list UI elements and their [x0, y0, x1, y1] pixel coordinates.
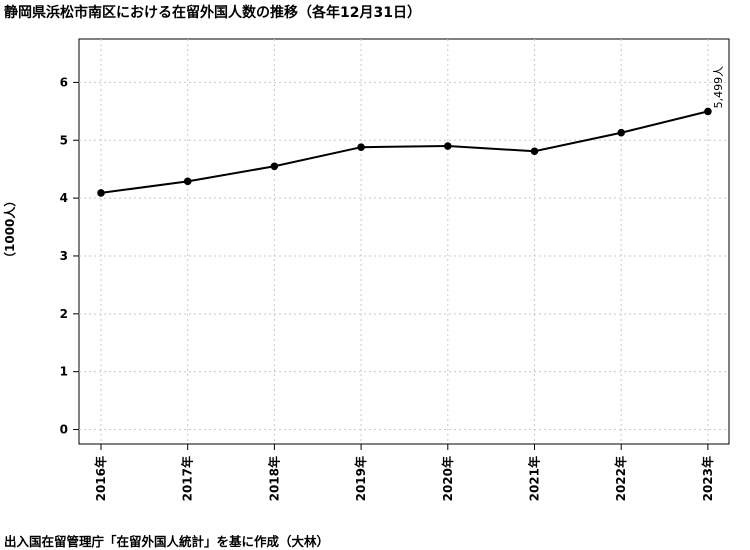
- data-point: [357, 143, 365, 151]
- x-tick-label: 2020年: [440, 456, 455, 501]
- x-axis-ticks: 2016年 2017年 2018年 2019年 2020年 2021年 2022年 2023年: [93, 444, 715, 501]
- x-tick-label: 2023年: [700, 456, 715, 501]
- x-tick-label: 2016年: [93, 456, 108, 501]
- y-tick-label: 3: [60, 249, 68, 263]
- data-point: [97, 189, 105, 197]
- data-point: [270, 162, 279, 171]
- data-point: [530, 147, 539, 156]
- y-tick-label: 6: [60, 75, 68, 89]
- y-tick-label: 2: [60, 307, 68, 321]
- data-point: [183, 177, 192, 186]
- data-point: [617, 128, 625, 137]
- y-axis-ticks: 0 1 2 3 4 5 6: [60, 75, 79, 437]
- y-tick-label: 5: [60, 133, 68, 147]
- grid-lines: [79, 39, 729, 444]
- data-point: [704, 107, 712, 116]
- x-tick-label: 2022年: [613, 456, 628, 501]
- annotations: 5,499人: [712, 66, 725, 109]
- x-tick-label: 2018年: [266, 456, 281, 501]
- y-tick-label: 4: [60, 191, 68, 205]
- series-line: [100, 110, 709, 194]
- y-tick-label: 1: [60, 365, 68, 379]
- y-tick-label: 0: [60, 423, 68, 437]
- x-tick-label: 2019年: [353, 456, 368, 501]
- data-label: 5,499人: [712, 66, 725, 109]
- x-tick-label: 2017年: [180, 456, 195, 501]
- source-note: 出入国在留管理庁「在留外国人統計」を基に作成（大林）: [4, 534, 330, 549]
- series-line-group: [97, 107, 712, 197]
- data-point: [444, 142, 452, 150]
- chart-title: 静岡県浜松市南区における在留外国人数の推移（各年12月31日）: [4, 5, 421, 21]
- x-tick-label: 2021年: [527, 456, 542, 501]
- plot-area: [78, 38, 730, 445]
